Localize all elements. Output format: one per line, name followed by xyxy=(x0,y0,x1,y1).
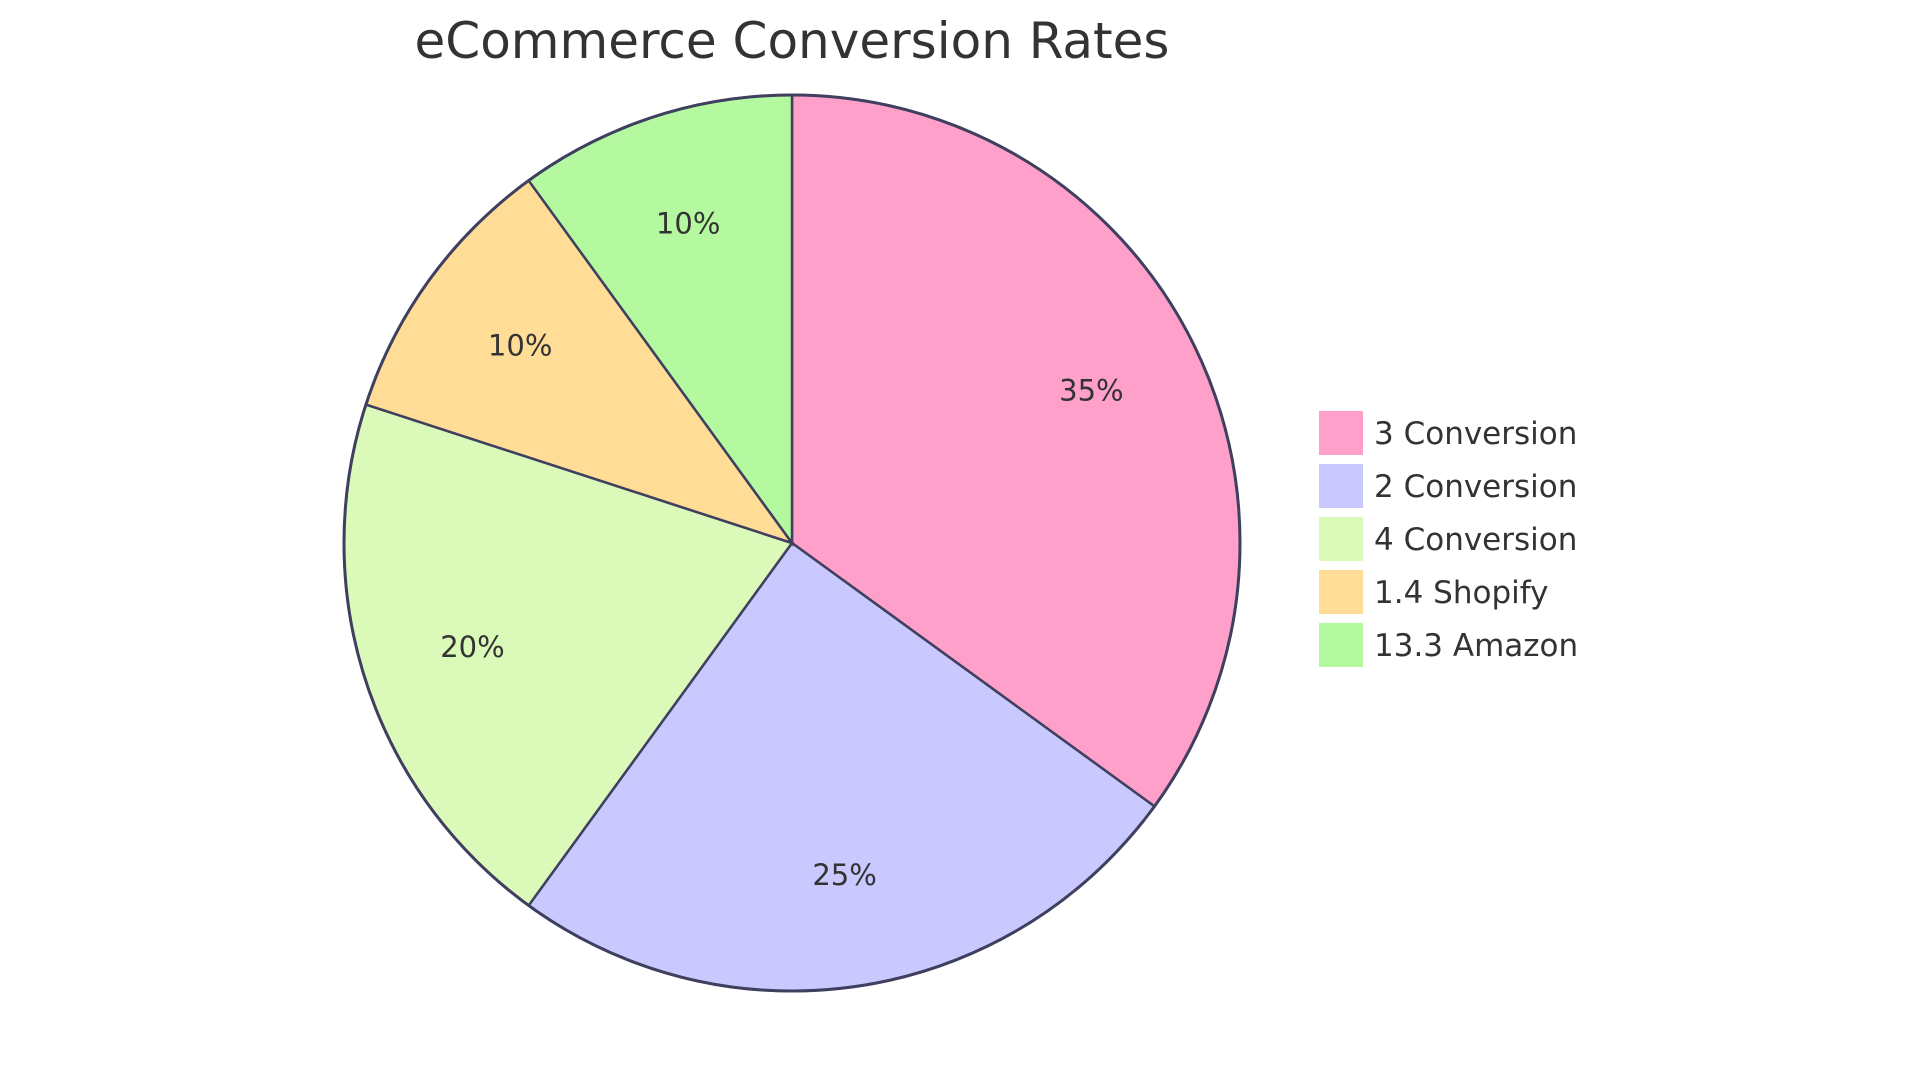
legend: 3 Conversion 2 Conversion 4 Conversion 1.4 … xyxy=(1317,409,1578,669)
legend-swatch xyxy=(1317,409,1365,457)
legend-label: 1.4 Shopify xyxy=(1374,575,1548,611)
slice-percent-label: 35% xyxy=(1059,373,1123,407)
slice-percent-label: 25% xyxy=(812,858,876,892)
chart-title: eCommerce Conversion Rates xyxy=(415,12,1170,70)
legend-swatch xyxy=(1317,621,1365,669)
legend-swatch xyxy=(1317,568,1365,616)
slice-percent-label: 10% xyxy=(488,329,552,363)
legend-label: 4 Conversion xyxy=(1374,522,1577,558)
legend-swatch xyxy=(1317,515,1365,563)
legend-label: 2 Conversion xyxy=(1374,469,1577,505)
legend-label: 13.3 Amazon xyxy=(1374,628,1578,664)
slice-labels: 35% 25% 20% 10% 10% xyxy=(440,206,1123,891)
pie-outline xyxy=(342,93,1242,993)
legend-label: 3 Conversion xyxy=(1374,416,1577,452)
pie-slices xyxy=(342,93,1242,993)
slice-percent-label: 10% xyxy=(656,206,720,240)
legend-swatch xyxy=(1317,462,1365,510)
slice-percent-label: 20% xyxy=(440,630,504,664)
